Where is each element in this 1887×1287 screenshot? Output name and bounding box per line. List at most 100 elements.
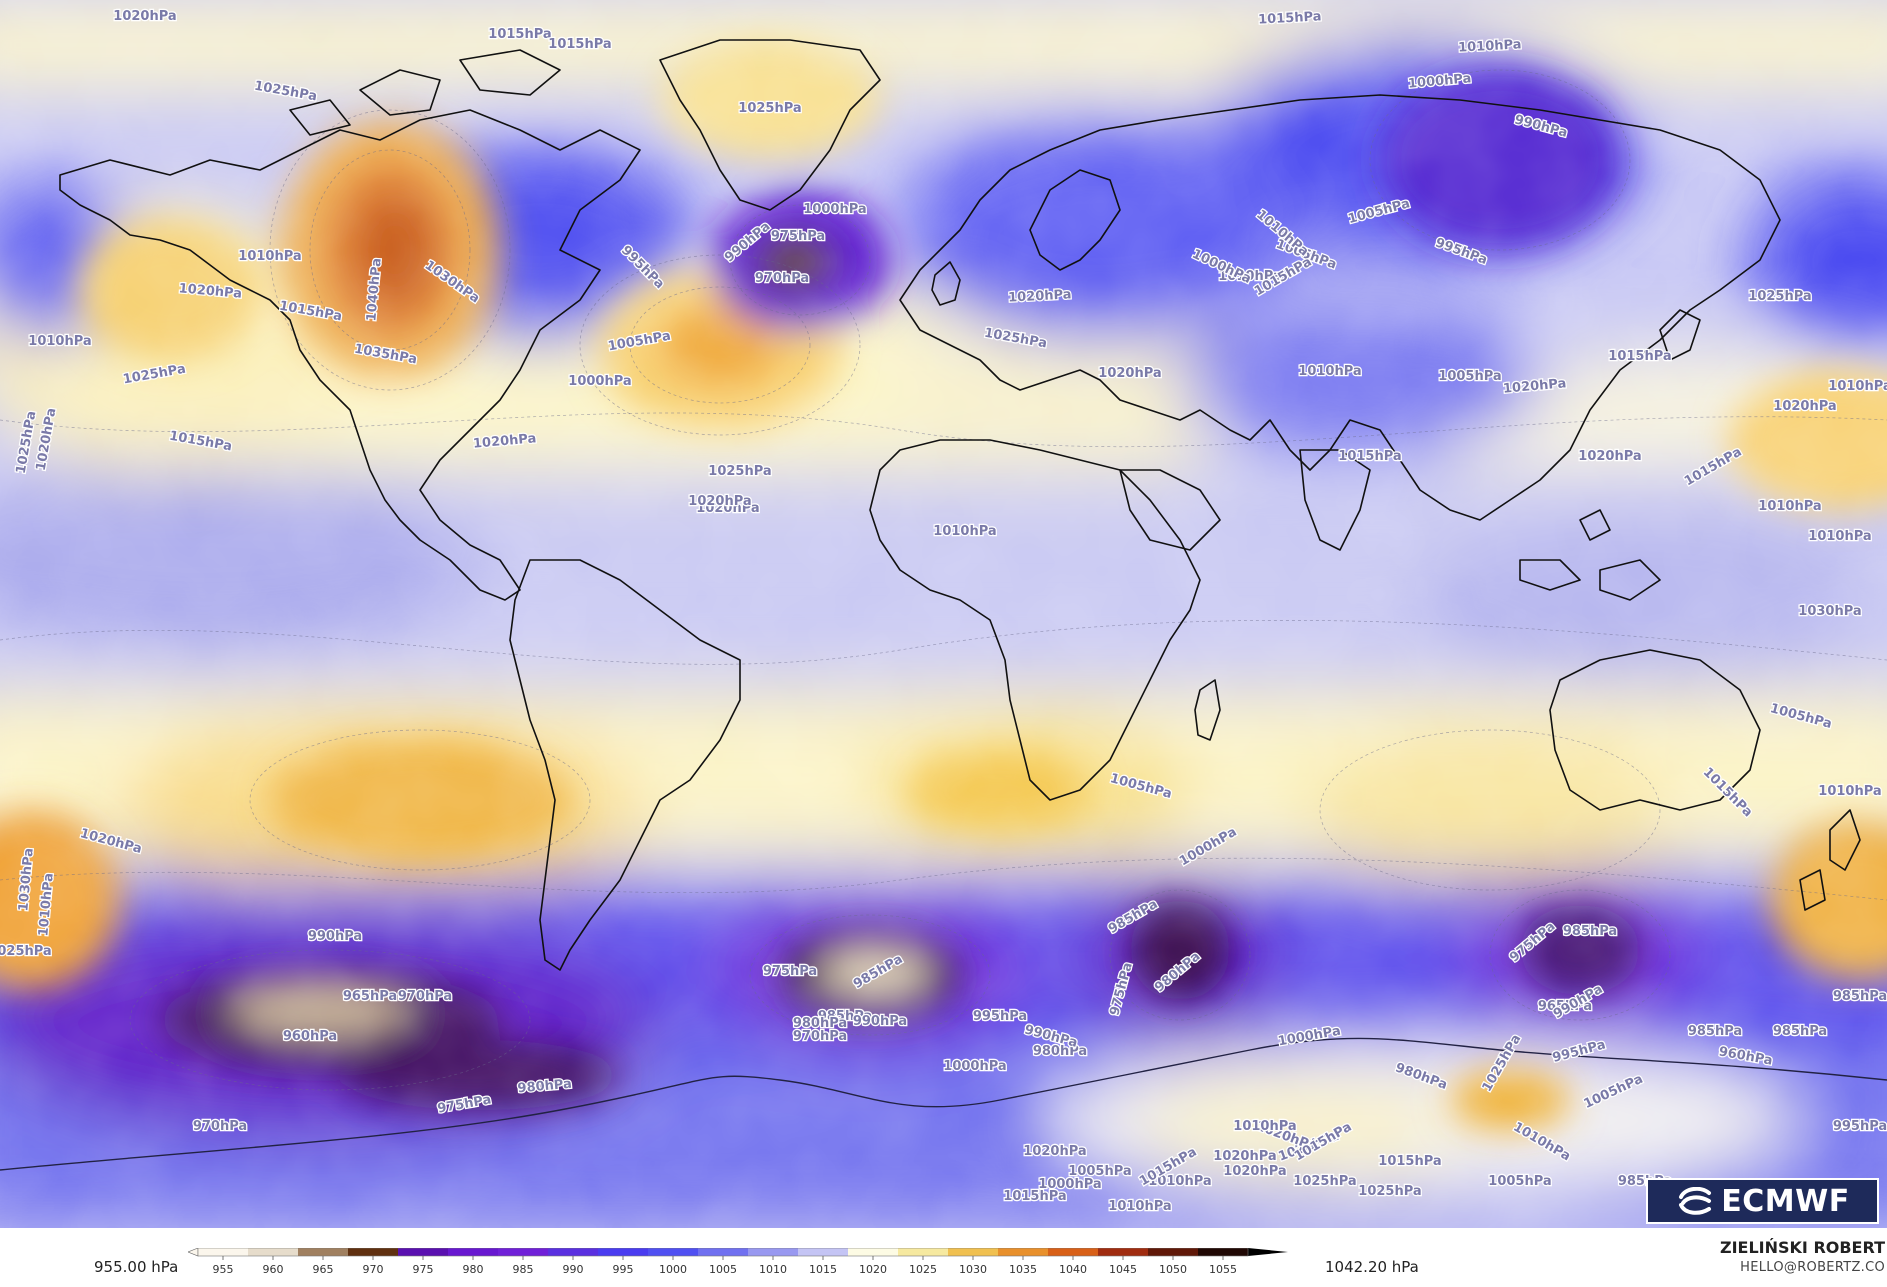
isobar-label: 1015hPa	[1338, 449, 1401, 464]
isobar-label: 990hPa	[308, 929, 362, 944]
colorbar-max-label: 1042.20 hPa	[1325, 1258, 1419, 1276]
ecmwf-emblem-icon	[1679, 1187, 1712, 1215]
isobar-label: 1015hPa	[1258, 9, 1322, 27]
colorbar-swatch	[1098, 1248, 1149, 1256]
author-contact: HELLO@ROBERTZ.CO	[1740, 1260, 1885, 1275]
colorbar-tick-label: 1010	[759, 1263, 787, 1276]
isobar-label: 970hPa	[193, 1119, 247, 1134]
isobar-label: 1025hPa	[0, 944, 52, 959]
isobar-label: 1015hPa	[1003, 1189, 1066, 1204]
colorbar-swatch	[748, 1248, 799, 1256]
isobar-label: 1020hPa	[472, 431, 536, 451]
pressure-map-canvas: 1020hPa 1015hPa 1015hPa 1025hPa 1015hPa 1010h…	[0, 0, 1887, 1228]
colorbar-swatch	[848, 1248, 899, 1256]
colorbar-min-label: 955.00 hPa	[94, 1258, 179, 1276]
isobar-label: 1010hPa	[1233, 1119, 1296, 1134]
colorbar-tick-label: 985	[513, 1263, 534, 1276]
colorbar-tick-label: 1015	[809, 1263, 837, 1276]
ecmwf-logo-text: ECMWF	[1721, 1183, 1850, 1219]
colorbar-swatch	[248, 1248, 299, 1256]
isobar-label: 1015hPa	[488, 27, 551, 42]
colorbar-swatch	[698, 1248, 749, 1256]
isobar-label: 1010hPa	[1148, 1174, 1211, 1189]
isobar-label: 985hPa	[1563, 924, 1617, 939]
isobar-label: 1020hPa	[1023, 1144, 1086, 1159]
isobar-label: 1015hPa	[1608, 349, 1671, 364]
colorbar-tick-label: 995	[613, 1263, 634, 1276]
colorbar-swatch	[1048, 1248, 1099, 1256]
colorbar-swatches	[188, 1248, 1288, 1257]
isobar-label: 1000hPa	[1038, 1177, 1101, 1192]
colorbar-swatch	[598, 1248, 649, 1256]
colorbar-swatch	[348, 1248, 399, 1256]
isobar-label: 1000hPa	[803, 202, 866, 217]
isobar-label: 995hPa	[1833, 1119, 1887, 1134]
colorbar-tick-label: 1005	[709, 1263, 737, 1276]
colorbar-swatch	[948, 1248, 999, 1256]
colorbar-swatch	[448, 1248, 499, 1256]
isobar-label: 1020hPa	[1213, 1149, 1276, 1164]
isobar-lines	[0, 69, 1887, 1091]
isobar-label: 1020hPa	[1502, 376, 1566, 396]
isobar-label: 1020hPa	[1578, 449, 1641, 464]
colorbar-swatch	[798, 1248, 849, 1256]
colorbar-tick-label: 980	[463, 1263, 484, 1276]
colorbar-tick-label: 1035	[1009, 1263, 1037, 1276]
colorbar-tick-label: 975	[413, 1263, 434, 1276]
isobar-label: 985hPa	[1833, 989, 1887, 1004]
colorbar-tick-label: 1030	[959, 1263, 987, 1276]
isobar-label: 960hPa	[283, 1029, 337, 1044]
field-texture	[0, 0, 1887, 1228]
colorbar-swatch	[398, 1248, 449, 1256]
colorbar-swatch	[498, 1248, 549, 1256]
isobar-label: 980hPa	[517, 1077, 572, 1097]
colorbar-tick-label: 1055	[1209, 1263, 1237, 1276]
isobar-label: 1010hPa	[933, 524, 996, 539]
coastlines	[0, 39, 1887, 1171]
isobar-label: 1010hPa	[1808, 529, 1871, 544]
isobar-label: 970hPa	[398, 989, 452, 1004]
colorbar-tick-label: 990	[563, 1263, 584, 1276]
isobar-label: 1010hPa	[1828, 379, 1887, 394]
colorbar-panel: 955.00 hPa 955 960 965 970 975 980 985 990 995 10…	[0, 1228, 1887, 1287]
isobar-label: 1040hPa	[364, 257, 384, 321]
isobar-label: 985hPa	[818, 1009, 872, 1024]
colorbar-swatch	[298, 1248, 349, 1256]
isobar-label: 995hPa	[973, 1009, 1027, 1024]
isobar-label: 1030hPa	[1798, 604, 1861, 619]
isobar-label: 1025hPa	[1748, 289, 1811, 304]
colorbar-swatch	[648, 1248, 699, 1256]
isobar-label: 970hPa	[755, 271, 809, 286]
colorbar-tick-label: 1040	[1059, 1263, 1087, 1276]
isobar-label: 1010hPa	[1218, 269, 1281, 284]
isobar-label: 985hPa	[1773, 1024, 1827, 1039]
isobar-label: 1020hPa	[696, 501, 759, 516]
isobar-label: 1010hPa	[28, 334, 91, 349]
isobar-label: 1020hPa	[1223, 1164, 1286, 1179]
isobar-label: 980hPa	[793, 1016, 847, 1031]
isobar-labels: 1020hPa 1015hPa 1015hPa 1025hPa 1015hPa 1010h…	[0, 8, 1887, 1228]
isobar-label: 965hPa	[343, 989, 397, 1004]
colorbar-tick-label: 1045	[1109, 1263, 1137, 1276]
colorbar-swatch	[898, 1248, 949, 1256]
ecmwf-logo: ECMWF	[1646, 1178, 1879, 1224]
isobar-label: 1020hPa	[178, 281, 242, 301]
colorbar-swatch	[548, 1248, 599, 1256]
colorbar-tick-label: 1025	[909, 1263, 937, 1276]
colorbar-left-extend	[188, 1248, 199, 1257]
colorbar-swatch	[1198, 1248, 1249, 1256]
colorbar-swatch	[198, 1248, 249, 1256]
isobar-label: 1010hPa	[1758, 499, 1821, 514]
isobar-label: 975hPa	[771, 229, 825, 244]
isobar-label: 1010hPa	[36, 872, 56, 936]
isobar-label: 1015hPa	[1378, 1154, 1441, 1169]
isobar-label: 1020hPa	[1008, 287, 1072, 305]
isobar-label: 1010hPa	[1818, 784, 1881, 799]
colorbar-right-extend	[1248, 1248, 1288, 1256]
isobar-label: 965hPa	[1538, 999, 1592, 1014]
colorbar-tick-label: 965	[313, 1263, 334, 1276]
isobar-label: 1020hPa	[688, 494, 751, 509]
isobar-label: 1025hPa	[1293, 1174, 1356, 1189]
isobar-label: 1000hPa	[1407, 71, 1471, 91]
